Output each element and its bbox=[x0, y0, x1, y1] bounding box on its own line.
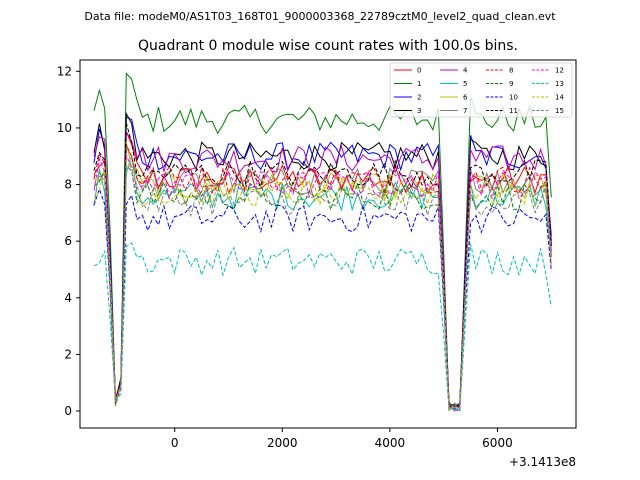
legend-label-5: 5 bbox=[463, 80, 467, 88]
x-tick-label: 0 bbox=[171, 436, 179, 450]
y-tick-label: 0 bbox=[64, 404, 72, 418]
series-line-7 bbox=[93, 144, 552, 412]
legend-label-4: 4 bbox=[463, 67, 468, 75]
legend-label-3: 3 bbox=[417, 107, 421, 115]
legend-label-13: 13 bbox=[555, 80, 564, 88]
series-line-4 bbox=[93, 129, 552, 409]
series-line-2 bbox=[93, 116, 552, 411]
series-line-9 bbox=[93, 164, 552, 409]
series-group bbox=[93, 72, 552, 412]
legend-label-11: 11 bbox=[509, 107, 518, 115]
y-tick-label: 12 bbox=[57, 64, 72, 78]
axes-frame bbox=[79, 59, 577, 429]
plot-area: 0 2000 4000 6000024681012+3.1413e8012345678… bbox=[57, 59, 577, 469]
series-line-14 bbox=[93, 160, 552, 411]
legend-label-10: 10 bbox=[509, 94, 518, 102]
y-tick-label: 6 bbox=[64, 234, 72, 248]
y-tick-label: 8 bbox=[64, 178, 72, 192]
legend-box bbox=[389, 62, 573, 118]
legend-label-6: 6 bbox=[463, 94, 468, 102]
series-line-15 bbox=[93, 165, 552, 412]
x-offset-label: +3.1413e8 bbox=[509, 455, 576, 469]
chart-title: Quadrant 0 module wise count rates with … bbox=[138, 38, 518, 54]
legend-label-14: 14 bbox=[555, 94, 564, 102]
x-tick-label: 4000 bbox=[375, 436, 406, 450]
y-tick-label: 4 bbox=[64, 291, 72, 305]
legend-label-0: 0 bbox=[417, 67, 421, 75]
legend-label-7: 7 bbox=[463, 107, 467, 115]
legend-label-9: 9 bbox=[509, 80, 513, 88]
legend-label-1: 1 bbox=[417, 80, 421, 88]
x-tick-label: 2000 bbox=[267, 436, 298, 450]
legend-label-12: 12 bbox=[555, 67, 564, 75]
series-line-10 bbox=[93, 187, 552, 410]
legend-label-15: 15 bbox=[555, 107, 564, 115]
y-tick-label: 2 bbox=[64, 347, 72, 361]
legend-label-8: 8 bbox=[509, 67, 513, 75]
x-tick-label: 6000 bbox=[482, 436, 513, 450]
series-line-11 bbox=[93, 122, 552, 408]
legend-label-2: 2 bbox=[417, 94, 421, 102]
suptitle: Data file: modeM0/AS1T03_168T01_90000033… bbox=[84, 10, 556, 23]
series-line-13 bbox=[93, 242, 552, 412]
y-tick-label: 10 bbox=[57, 121, 72, 135]
